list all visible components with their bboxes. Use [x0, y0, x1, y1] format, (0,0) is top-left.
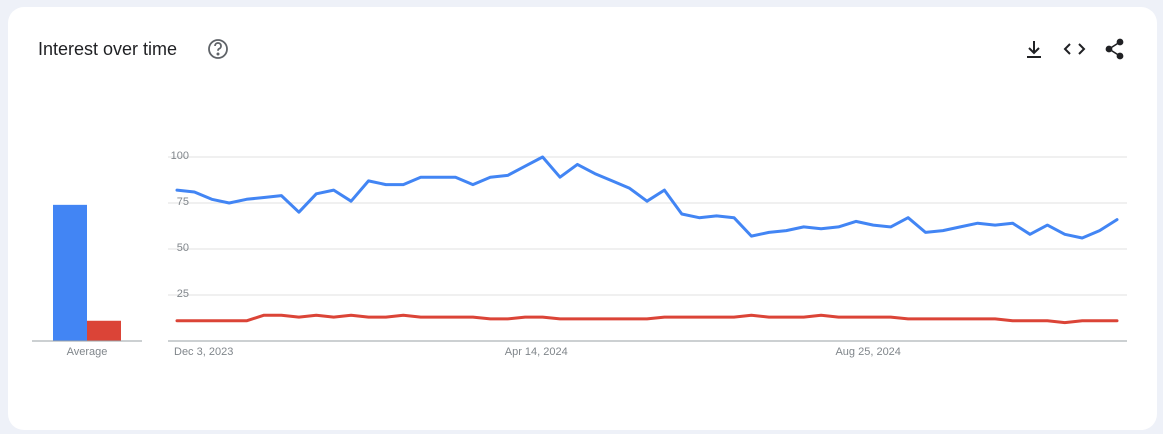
- x-tick-label: Apr 14, 2024: [505, 346, 568, 358]
- series-line: [175, 313, 1119, 325]
- bar-label: Average: [67, 346, 108, 358]
- x-tick-label: Dec 3, 2023: [174, 346, 233, 358]
- x-tick-label: Aug 25, 2024: [835, 346, 900, 358]
- download-icon[interactable]: [1027, 41, 1041, 58]
- y-tick-label: 100: [171, 150, 189, 162]
- embed-icon[interactable]: [1063, 43, 1086, 55]
- y-tick-label: 75: [177, 196, 189, 208]
- average-bar: [53, 204, 87, 341]
- share-icon[interactable]: [1105, 38, 1124, 60]
- help-icon[interactable]: [208, 39, 228, 59]
- series-line: [175, 155, 1119, 240]
- card: [8, 7, 1157, 430]
- y-tick-label: 25: [177, 288, 189, 300]
- y-tick-label: 50: [177, 242, 189, 254]
- card-title: Interest over time: [38, 39, 177, 59]
- average-bar: [87, 320, 121, 341]
